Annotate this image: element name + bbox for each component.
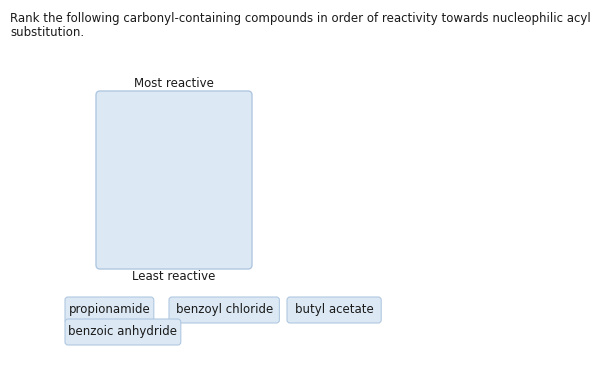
- FancyBboxPatch shape: [96, 91, 252, 269]
- Text: butyl acetate: butyl acetate: [295, 303, 374, 316]
- Text: Least reactive: Least reactive: [132, 270, 216, 283]
- FancyBboxPatch shape: [287, 297, 381, 323]
- Text: propionamide: propionamide: [69, 303, 150, 316]
- Text: benzoyl chloride: benzoyl chloride: [176, 303, 273, 316]
- FancyBboxPatch shape: [65, 319, 181, 345]
- FancyBboxPatch shape: [169, 297, 280, 323]
- Text: benzoic anhydride: benzoic anhydride: [69, 326, 178, 339]
- Text: Most reactive: Most reactive: [134, 77, 214, 90]
- Text: Rank the following carbonyl-containing compounds in order of reactivity towards : Rank the following carbonyl-containing c…: [10, 12, 591, 25]
- Text: substitution.: substitution.: [10, 26, 84, 39]
- FancyBboxPatch shape: [65, 297, 154, 323]
